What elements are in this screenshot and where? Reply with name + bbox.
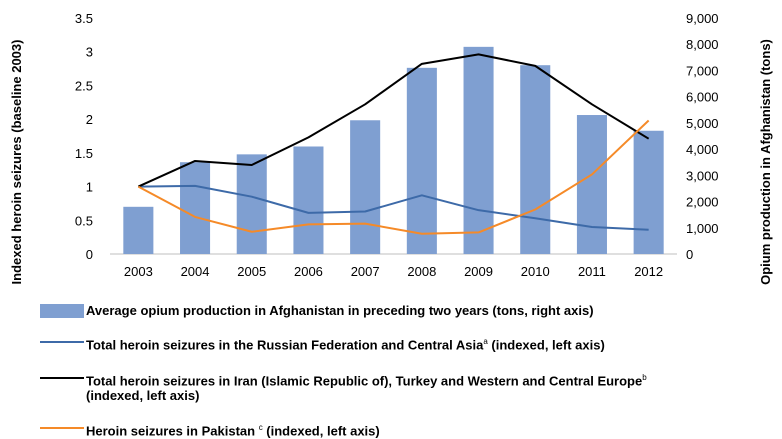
legend-swatch-line — [40, 377, 84, 379]
x-tick-label: 2004 — [181, 264, 210, 279]
y-left-tick-label: 2.5 — [75, 78, 93, 93]
series-line-3 — [137, 119, 650, 235]
y-right-tick-label: 7,000 — [686, 63, 719, 78]
bar — [236, 154, 267, 254]
x-tick-label: 2009 — [464, 264, 493, 279]
y-left-tick-label: 2 — [86, 112, 93, 127]
bar — [463, 46, 494, 254]
x-tick-label: 2006 — [294, 264, 323, 279]
chart: Indexed heroin seizures (baseline 2003) … — [9, 11, 773, 285]
y-right-tick-label: 9,000 — [686, 11, 719, 26]
y-left-tick-label: 0 — [86, 247, 93, 262]
x-tick-label: 2008 — [407, 264, 436, 279]
x-tick-label: 2005 — [237, 264, 266, 279]
series-line-1 — [138, 184, 649, 231]
legend-swatch-line — [40, 427, 84, 429]
y-left-tick-label: 3.5 — [75, 11, 93, 26]
y-right-tick-label: 5,000 — [686, 116, 719, 131]
y-left-tick-label: 3 — [86, 45, 93, 60]
legend-label: Average opium production in Afghanistan … — [86, 303, 594, 318]
bar — [633, 130, 664, 254]
y-right-tick-label: 2,000 — [686, 195, 719, 210]
y-right-tick-label: 8,000 — [686, 37, 719, 52]
bar — [180, 162, 211, 254]
x-tick-label: 2007 — [351, 264, 380, 279]
bar — [406, 67, 437, 254]
y-right-tick-label: 0 — [686, 247, 693, 262]
legend-label: Total heroin seizures in the Russian Fed… — [86, 337, 605, 353]
left-axis-title: Indexed heroin seizures (baseline 2003) — [9, 40, 24, 285]
legend-swatch-line — [40, 341, 84, 343]
y-left-tick-label: 0.5 — [75, 213, 93, 228]
x-tick-label: 2012 — [634, 264, 663, 279]
x-tick-label: 2003 — [124, 264, 153, 279]
bar — [350, 120, 381, 255]
bar — [123, 206, 154, 254]
x-tick-label: 2011 — [578, 264, 606, 279]
bar — [576, 115, 607, 255]
y-right-tick-label: 4,000 — [686, 142, 719, 157]
x-tick-label: 2010 — [521, 264, 550, 279]
footnote-b: b — [642, 373, 647, 382]
y-right-tick-label: 1,000 — [686, 221, 719, 236]
legend-label: Total heroin seizures in Iran (Islamic R… — [86, 373, 647, 404]
bar — [293, 146, 324, 254]
right-axis-title: Opium production in Afghanistan (tons) — [758, 39, 773, 285]
y-left-tick-label: 1.5 — [75, 146, 93, 161]
footnote-c: c — [258, 423, 263, 432]
legend-label: Heroin seizures in Pakistan c (indexed, … — [86, 423, 380, 439]
y-right-tick-label: 6,000 — [686, 90, 719, 105]
legend-swatch-bar — [40, 304, 84, 318]
footnote-a: a — [483, 337, 488, 346]
bar — [520, 65, 551, 254]
series-line-2 — [137, 53, 650, 188]
plot-area: 0 0.5 1 1.5 2 2.5 3 3.5 0 1,000 2,000 3,000 4,000 5,0… — [75, 11, 719, 279]
y-left-tick-label: 1 — [86, 180, 93, 195]
y-right-tick-label: 3,000 — [686, 168, 719, 183]
